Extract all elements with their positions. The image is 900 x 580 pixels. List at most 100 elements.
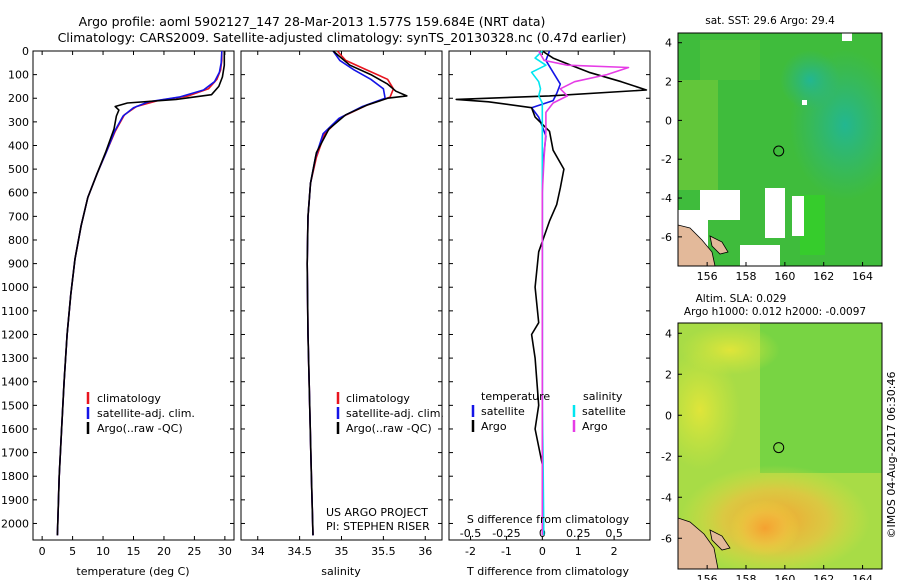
lon-tick-label: 164 bbox=[852, 270, 873, 283]
sla-map-ticks: 156 158 160 162 164 4 2 0 -2 -4 -6 bbox=[661, 327, 873, 580]
lat-tick-label: -2 bbox=[661, 450, 672, 463]
x-tick-label: 1 bbox=[575, 545, 582, 558]
lon-tick-label: 158 bbox=[736, 573, 757, 580]
sla-land-solomon bbox=[678, 517, 719, 569]
s-difference-tick-label: -0.25 bbox=[492, 527, 520, 540]
lat-tick-label: -6 bbox=[661, 532, 672, 545]
sst-map-title: sat. SST: 29.6 Argo: 29.4 bbox=[705, 15, 835, 27]
sla-field bbox=[678, 323, 882, 569]
lat-tick-label: 4 bbox=[665, 37, 672, 50]
lon-tick-label: 160 bbox=[774, 573, 795, 580]
s-difference-axis-ticks: -0.5 -0.25 0 0.25 0.5 bbox=[460, 527, 623, 540]
legend-argo-label: Argo(..raw -QC) bbox=[97, 422, 183, 435]
depth-tick-label: 1100 bbox=[1, 305, 29, 318]
sla-land-islet bbox=[709, 529, 731, 551]
x-tick-label: 34.5 bbox=[287, 545, 312, 558]
x-tick-label: 5 bbox=[69, 545, 76, 558]
x-tick-label: 0 bbox=[39, 545, 46, 558]
depth-tick-label: 1500 bbox=[1, 399, 29, 412]
lon-tick-label: 164 bbox=[852, 573, 873, 580]
x-tick-label: -1 bbox=[501, 545, 512, 558]
temperature-profiles bbox=[56, 50, 226, 536]
legend-s-satellite-label: satellite bbox=[582, 405, 626, 418]
lon-tick-label: 156 bbox=[697, 270, 718, 283]
legend-satellite-label: satellite-adj. clim. bbox=[346, 407, 444, 420]
climatology-profile-line bbox=[306, 50, 395, 536]
x-tick-label: 10 bbox=[96, 545, 110, 558]
temperature-axis-ticks: 0 5 10 15 20 25 30 bbox=[39, 51, 232, 558]
depth-tick-label: 2000 bbox=[1, 517, 29, 530]
s-difference-axis-label: S difference from climatology bbox=[467, 513, 630, 526]
figure-title-line2: Climatology: CARS2009. Satellite-adjuste… bbox=[58, 30, 627, 45]
depth-tick-label: 1900 bbox=[1, 494, 29, 507]
sst-map-frame bbox=[677, 32, 883, 267]
x-tick-label: 0 bbox=[539, 545, 546, 558]
sst-patch-lightgreen-2 bbox=[700, 40, 760, 80]
lon-tick-label: 156 bbox=[697, 573, 718, 580]
sla-upper-green bbox=[760, 323, 882, 473]
legend-climatology-label: climatology bbox=[97, 392, 161, 405]
legend-s-argo-label: Argo bbox=[582, 420, 608, 433]
lon-tick-label: 160 bbox=[774, 270, 795, 283]
argo-profile-line bbox=[56, 51, 226, 536]
difference-panel: -2 -1 0 1 2 -0.5 -0.25 0 0.25 0.5 T difference f… bbox=[448, 50, 651, 578]
depth-tick-label: 1400 bbox=[1, 376, 29, 389]
x-tick-label: 2 bbox=[611, 545, 618, 558]
difference-legend: temperature satellite Argo salinity sate… bbox=[471, 390, 626, 433]
lat-tick-label: 0 bbox=[665, 409, 672, 422]
sst-land-islet bbox=[709, 235, 729, 255]
depth-tick-label: 700 bbox=[8, 210, 29, 223]
salinity-legend: climatology satellite-adj. clim. Argo(..… bbox=[336, 392, 444, 435]
depth-tick-label: 1300 bbox=[1, 352, 29, 365]
salinity-panel: 34 34.5 35 35.5 36 salinity climatology sate… bbox=[240, 50, 444, 578]
lon-tick-label: 162 bbox=[813, 270, 834, 283]
sla-profile-location-marker bbox=[773, 442, 785, 454]
sla-warm-core bbox=[730, 500, 800, 556]
temperature-axis-label: temperature (deg C) bbox=[76, 565, 189, 578]
t-difference-axis-ticks: -2 -1 0 1 2 bbox=[465, 51, 618, 558]
sla-map-panel: Altim. SLA: 0.029 Argo h1000: 0.012 h200… bbox=[661, 293, 883, 580]
depth-tick-label: 1800 bbox=[1, 470, 29, 483]
x-tick-label: 25 bbox=[187, 545, 201, 558]
depth-axis-ticks: 0 100 200 300 400 500 600 700 800 900 1000 1100 1200… bbox=[1, 45, 234, 530]
sst-cloud-gap-7 bbox=[802, 100, 807, 105]
depth-tick-label: 400 bbox=[8, 139, 29, 152]
climatology-profile-line bbox=[56, 51, 223, 536]
depth-tick-label: 0 bbox=[22, 45, 29, 58]
pi-annotation: PI: STEPHEN RISER bbox=[326, 520, 430, 533]
salinity-axis-ticks: 34 34.5 35 35.5 36 bbox=[251, 51, 432, 558]
legend-t-satellite-label: satellite bbox=[481, 405, 525, 418]
legend-salinity-title: salinity bbox=[583, 390, 623, 403]
depth-tick-label: 800 bbox=[8, 234, 29, 247]
lat-tick-label: -6 bbox=[661, 231, 672, 244]
figure-title-line1: Argo profile: aoml 5902127_147 28-Mar-20… bbox=[79, 14, 546, 29]
sst-profile-location-marker bbox=[773, 145, 785, 157]
depth-tick-label: 200 bbox=[8, 92, 29, 105]
legend-argo-label: Argo(..raw -QC) bbox=[346, 422, 432, 435]
temperature-panel: 0100200300400500600700800900100011001200… bbox=[1, 45, 235, 578]
temperature-plot-frame bbox=[32, 50, 235, 541]
sst-cloud-gap-6 bbox=[842, 33, 852, 41]
lat-tick-label: 2 bbox=[665, 76, 672, 89]
depth-tick-label: 900 bbox=[8, 258, 29, 271]
legend-satellite-label: satellite-adj. clim. bbox=[97, 407, 195, 420]
x-tick-label: 36 bbox=[418, 545, 432, 558]
x-tick-label: 34 bbox=[251, 545, 265, 558]
legend-climatology-label: climatology bbox=[346, 392, 410, 405]
sst-cloud-gap-5 bbox=[740, 245, 780, 266]
sla-map-frame bbox=[677, 322, 883, 570]
s-difference-tick-label: -0.5 bbox=[460, 527, 481, 540]
sst-cloud-gap-2 bbox=[765, 188, 785, 238]
salinity-profiles bbox=[306, 50, 408, 536]
depth-tick-label: 1000 bbox=[1, 281, 29, 294]
satellite-adj-clim--profile-line bbox=[306, 50, 386, 536]
lat-tick-label: 2 bbox=[665, 368, 672, 381]
sst-patch-lightgreen bbox=[678, 80, 718, 190]
sla-map-title-line2: Argo h1000: 0.012 h2000: -0.0097 bbox=[684, 306, 866, 318]
s-difference-tick-label: 0.25 bbox=[566, 527, 591, 540]
lat-tick-label: 4 bbox=[665, 327, 672, 340]
lon-tick-label: 158 bbox=[736, 270, 757, 283]
x-tick-label: 35 bbox=[335, 545, 349, 558]
lon-tick-label: 162 bbox=[813, 573, 834, 580]
